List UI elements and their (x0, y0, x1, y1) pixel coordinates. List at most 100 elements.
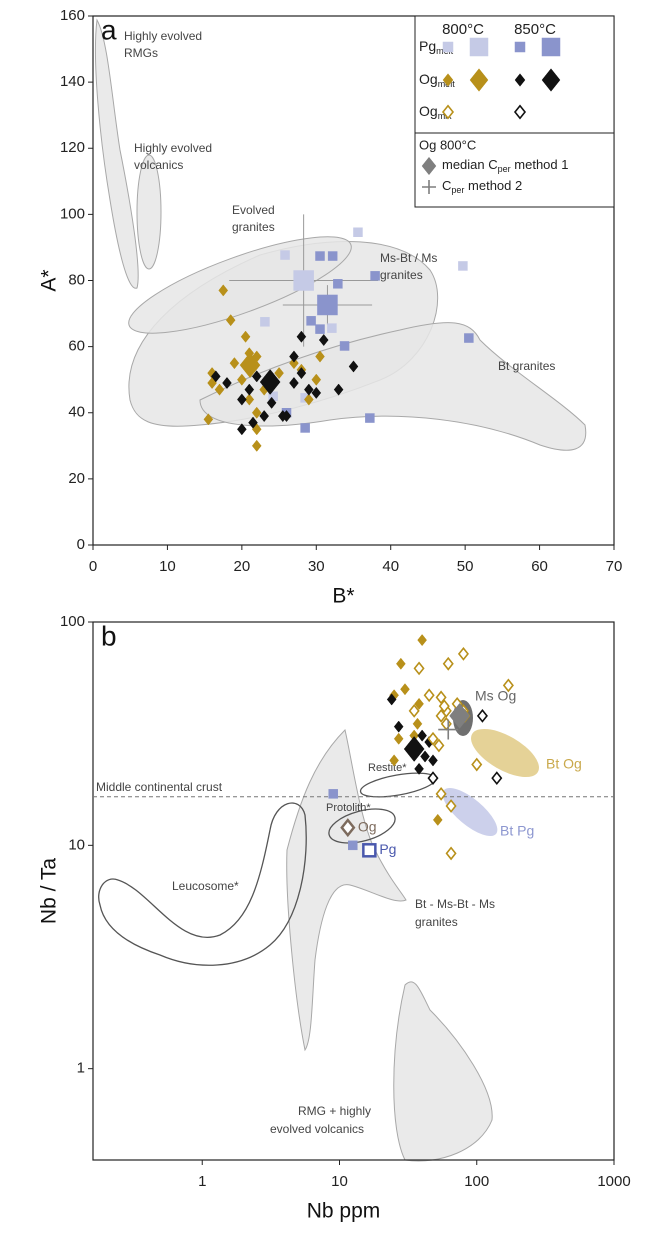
point (491, 771, 503, 786)
point (408, 703, 420, 718)
point (304, 393, 314, 406)
point (413, 661, 425, 676)
annotation: RMGs (124, 46, 158, 60)
panel-label: b (101, 620, 117, 651)
point (414, 697, 424, 710)
point (327, 323, 337, 333)
protolith-label: Pg (379, 841, 396, 857)
annotation: Bt Pg (500, 823, 534, 839)
point (427, 731, 439, 746)
annotation: Protolith* (326, 802, 371, 814)
point (315, 251, 325, 261)
point (386, 693, 397, 706)
point (502, 678, 514, 693)
point (435, 786, 447, 801)
field-bt-pg (442, 787, 498, 837)
point (417, 634, 427, 647)
x-axis-title: B* (332, 585, 354, 608)
point (289, 376, 299, 390)
point (244, 393, 255, 406)
legend-marker-large (541, 68, 561, 92)
annotation: Highly evolved (134, 141, 212, 155)
point (432, 813, 443, 826)
legend-column-header: 800°C (442, 21, 484, 38)
legend-marker (442, 41, 454, 53)
y-tick-label: 120 (60, 139, 85, 156)
point (389, 754, 399, 767)
point (427, 771, 439, 786)
annotation: granites (232, 220, 275, 234)
point (274, 367, 284, 380)
point (251, 406, 262, 419)
x-tick-label: 20 (234, 558, 251, 575)
y-tick-label: 140 (60, 73, 85, 90)
legend-marker (442, 73, 454, 87)
point (237, 393, 247, 406)
annotation: Ms Og (475, 688, 516, 704)
point (348, 840, 358, 851)
legend-sub: per (498, 164, 511, 174)
point (327, 251, 338, 261)
x-tick-label: 10 (331, 1173, 348, 1190)
field-bt-og (471, 728, 539, 778)
y-axis-title: Nb / Ta (38, 858, 61, 924)
annotation: granites (380, 268, 423, 282)
point (318, 333, 329, 347)
point (333, 279, 343, 289)
point (365, 413, 375, 423)
protolith-label: Og (358, 818, 377, 834)
point (225, 314, 236, 327)
point (315, 350, 325, 363)
x-axis-title: Nb ppm (307, 1200, 381, 1223)
point (210, 370, 221, 383)
annotation: evolved volcanics (270, 1122, 364, 1136)
annotation: Restite* (368, 762, 407, 774)
y-tick-label: 0 (77, 536, 85, 553)
panel-label: a (101, 14, 117, 45)
field-bt (199, 322, 587, 451)
point (328, 789, 338, 799)
point (435, 690, 447, 705)
y-tick-label: 100 (60, 205, 85, 222)
point (333, 383, 344, 396)
median-point (438, 719, 459, 740)
point (240, 330, 251, 343)
legend-marker-large (469, 37, 489, 57)
field-volcanics (136, 154, 162, 270)
point (222, 376, 232, 390)
field-rmg (94, 18, 139, 289)
median-point (239, 352, 261, 379)
field-evolved (128, 236, 352, 334)
point (259, 410, 270, 423)
legend-title: Og 800°C (419, 137, 476, 152)
legend-name: Og (419, 71, 438, 87)
legend-label: Cper method 2 (442, 178, 522, 195)
median-point (293, 270, 314, 291)
point (244, 383, 255, 396)
protolith-point (362, 843, 377, 858)
point (417, 729, 427, 742)
legend-text: method 2 (464, 178, 522, 193)
field-rmg-volcanics (393, 981, 493, 1162)
x-tick-label: 70 (606, 558, 623, 575)
legend-marker-large (469, 68, 489, 92)
point (260, 317, 270, 327)
annotation: Evolved (232, 203, 275, 217)
legend-marker (421, 156, 437, 176)
y-tick-label: 40 (68, 404, 85, 421)
point (442, 656, 454, 671)
y-tick-label: 1 (77, 1060, 85, 1077)
point (296, 367, 307, 380)
point (420, 750, 430, 763)
legend-label: median Cper method 1 (442, 157, 568, 174)
point (476, 708, 488, 723)
annotation: granites (415, 915, 458, 929)
x-tick-label: 30 (308, 558, 325, 575)
point (311, 386, 322, 399)
point (458, 261, 468, 271)
legend-text: method 1 (511, 157, 569, 172)
median-point (317, 294, 338, 316)
y-axis-title: A* (38, 269, 61, 291)
y-tick-label: 20 (68, 470, 85, 487)
